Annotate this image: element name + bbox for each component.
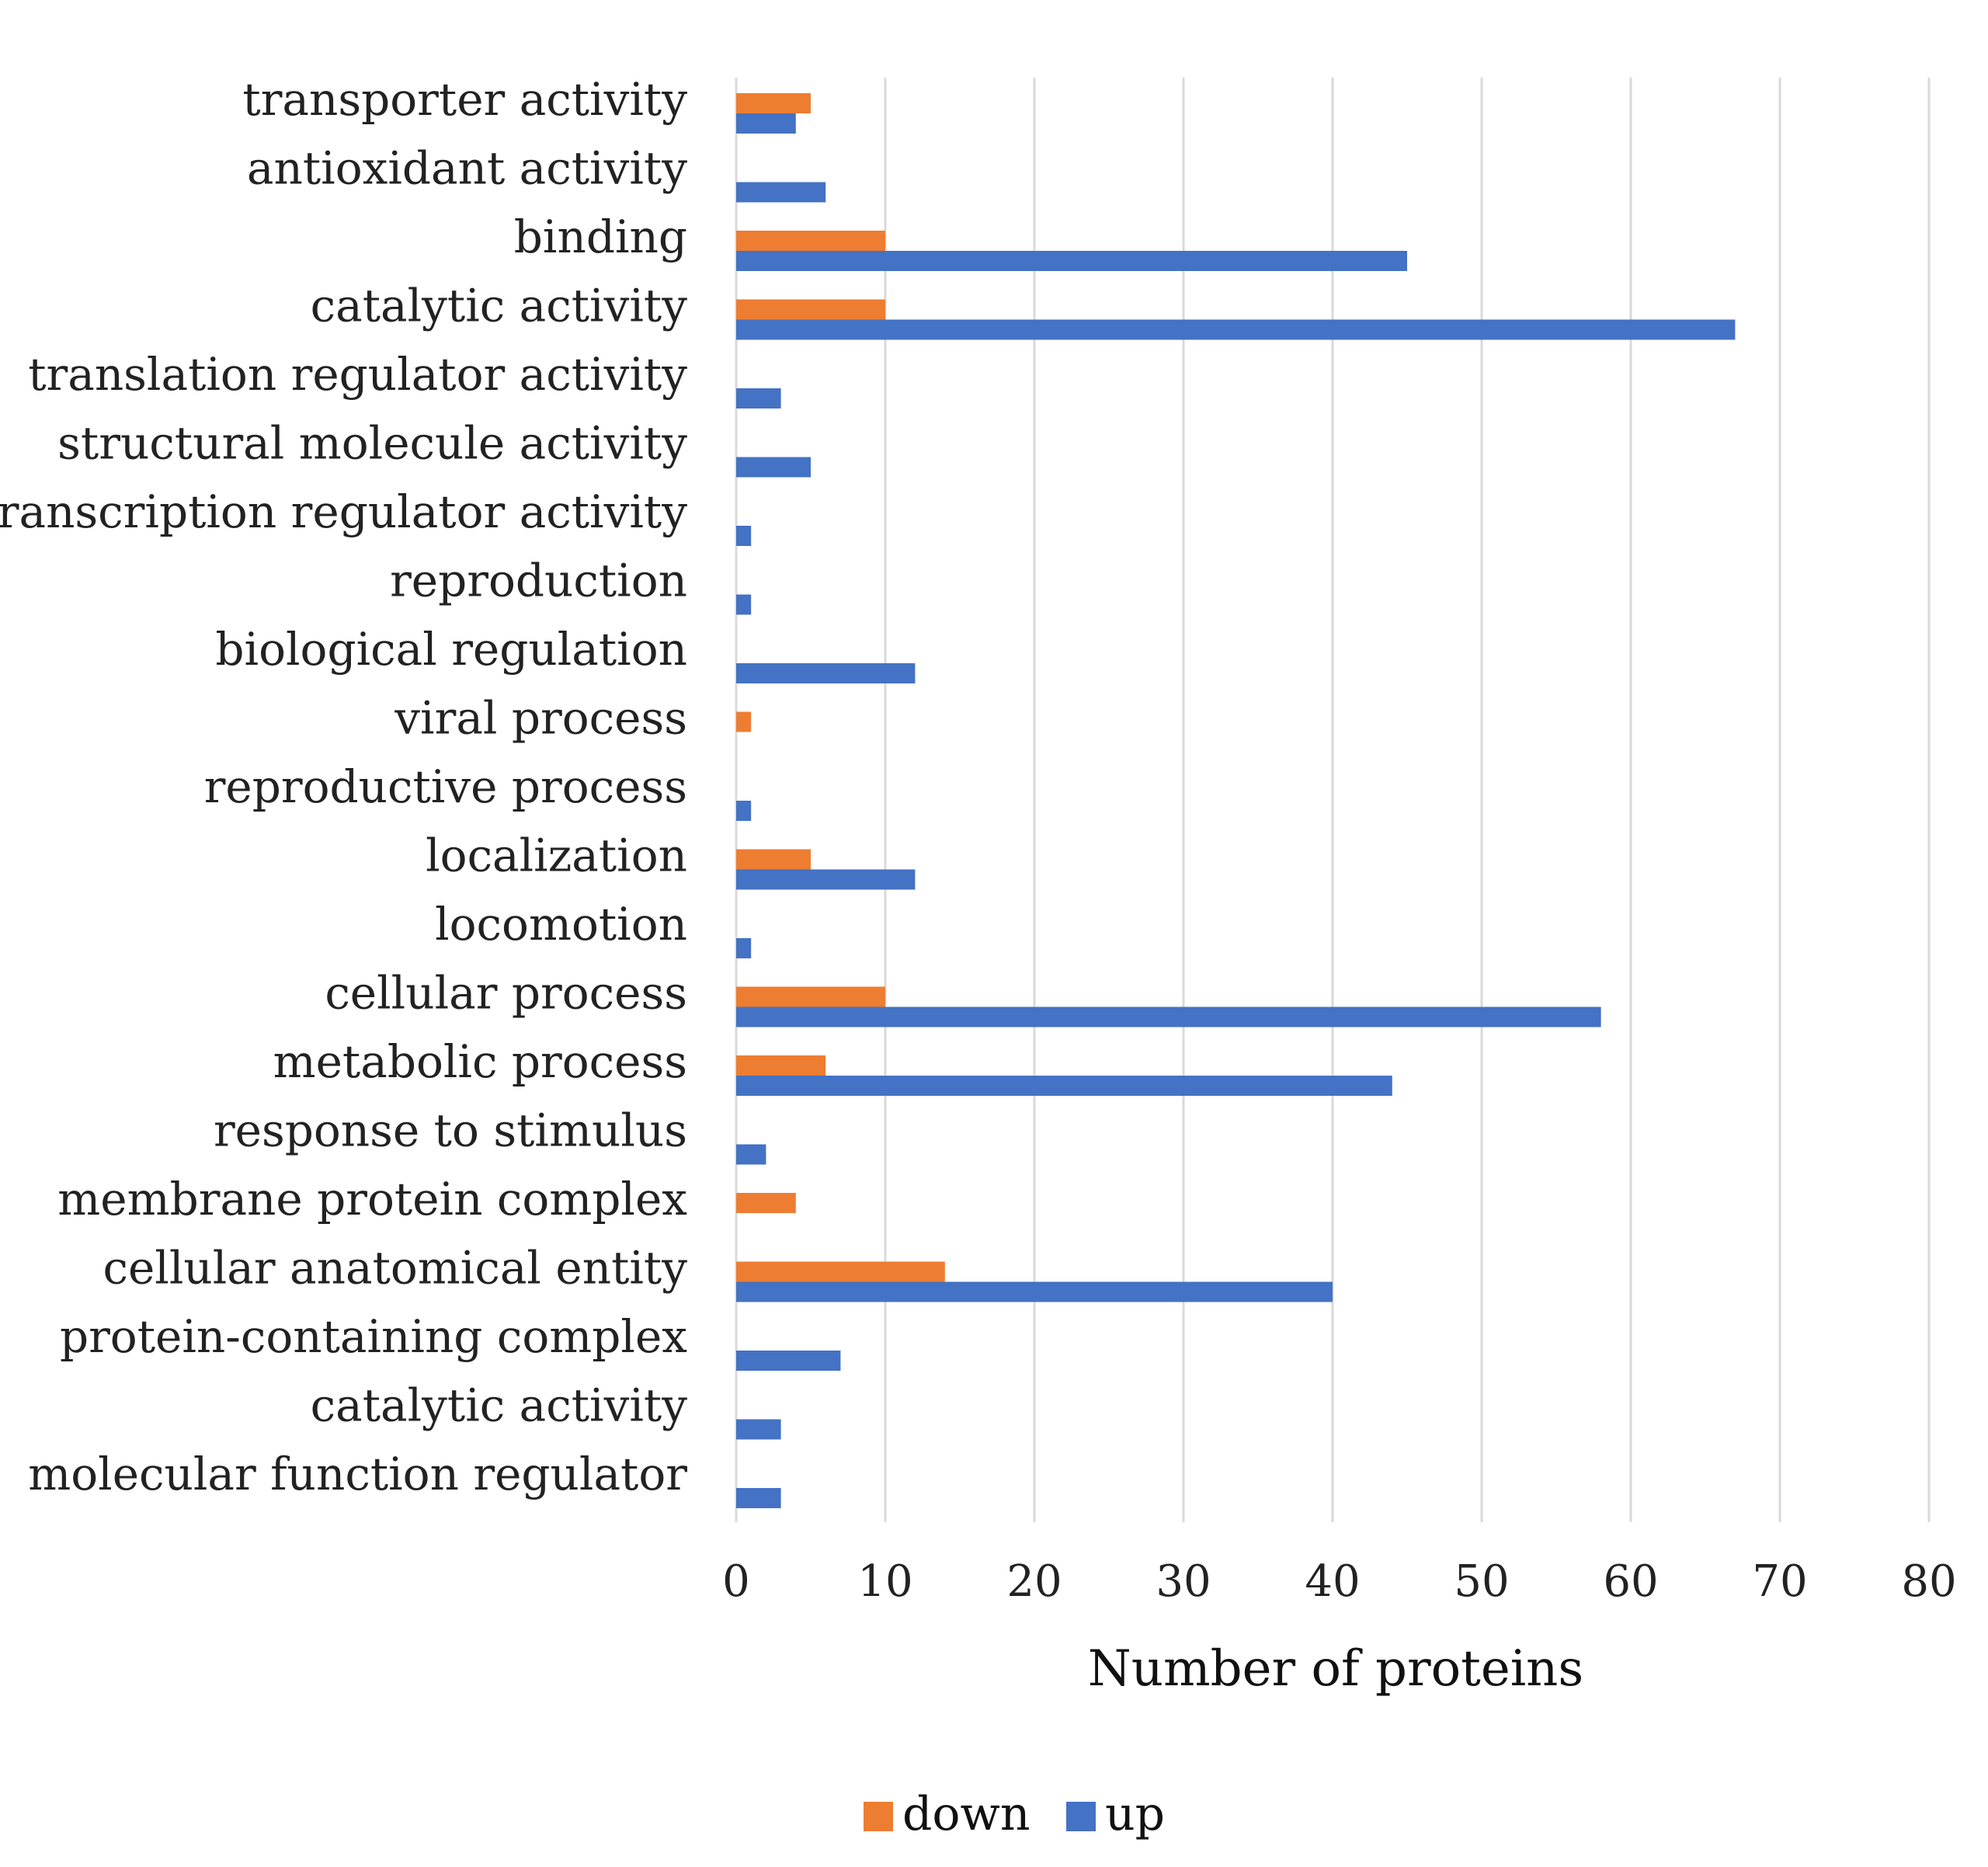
bar-up (736, 388, 781, 409)
bar-down (736, 299, 885, 320)
bar-down (736, 711, 752, 732)
bar-up (736, 801, 752, 821)
bar-up (736, 1281, 1333, 1302)
category-label: biological regulation (215, 623, 687, 676)
legend: down up (864, 1787, 1165, 1841)
x-tick-label: 30 (1156, 1556, 1211, 1607)
x-tick-label: 0 (722, 1556, 750, 1607)
x-tick-label: 10 (857, 1556, 912, 1607)
category-label: catalytic activity (311, 280, 688, 332)
bar-up (736, 113, 796, 134)
bar-up (736, 526, 752, 546)
bars (736, 93, 1736, 1508)
category-label: response to stimulus (214, 1104, 687, 1157)
category-label: antioxidant activity (247, 142, 687, 195)
category-label: protein-containing complex (60, 1310, 687, 1363)
bar-down (736, 1261, 945, 1282)
bar-up (736, 1351, 841, 1371)
bar-up (736, 1144, 766, 1165)
category-label: reproduction (390, 555, 687, 607)
bar-up (736, 457, 811, 478)
x-tick-label: 50 (1454, 1556, 1509, 1607)
category-label: translation regulator activity (28, 348, 687, 401)
bar-up (736, 869, 916, 890)
category-label: transporter activity (242, 73, 687, 126)
bar-down (736, 1055, 826, 1076)
bar-down (736, 1193, 796, 1213)
bar-up (736, 1007, 1601, 1027)
category-label: reproductive process (204, 760, 687, 813)
legend-swatch-down (864, 1802, 893, 1831)
bar-down (736, 986, 885, 1007)
category-label: molecular function regulator (28, 1448, 687, 1500)
legend-label-up: up (1105, 1787, 1165, 1841)
bar-down (736, 231, 885, 251)
legend-swatch-up (1066, 1802, 1096, 1831)
category-label: catalytic activity (311, 1379, 688, 1432)
category-label: locomotion (435, 898, 687, 951)
category-label: cellular anatomical entity (103, 1242, 688, 1295)
category-label: transcription regulator activity (0, 485, 687, 538)
category-labels: transporter activity antioxidant activity… (0, 73, 687, 1500)
x-tick-label: 40 (1305, 1556, 1360, 1607)
bar-up (736, 251, 1407, 271)
legend-label-down: down (902, 1787, 1030, 1841)
bar-down (736, 849, 811, 870)
bar-up (736, 1419, 781, 1440)
bar-down (736, 93, 811, 113)
category-label: metabolic process (273, 1035, 687, 1088)
category-label: cellular process (325, 967, 687, 1020)
category-label: structural molecule activity (57, 417, 687, 470)
bar-up (736, 1488, 781, 1508)
bar-up (736, 182, 826, 203)
bar-up (736, 594, 752, 615)
category-label: membrane protein complex (57, 1173, 687, 1226)
bar-up (736, 938, 752, 958)
x-axis-ticks: 0 10 20 30 40 50 60 70 80 (722, 1556, 1956, 1607)
category-label: viral process (394, 692, 687, 745)
x-tick-label: 80 (1901, 1556, 1956, 1607)
bar-up (736, 319, 1736, 340)
category-label: localization (426, 829, 687, 882)
x-tick-label: 20 (1006, 1556, 1062, 1607)
x-axis-title: Number of proteins (1088, 1640, 1583, 1698)
category-label: binding (514, 210, 687, 263)
gridlines (735, 78, 1931, 1522)
bar-up (736, 1076, 1392, 1096)
bar-up (736, 663, 916, 683)
x-tick-label: 70 (1752, 1556, 1807, 1607)
x-tick-label: 60 (1603, 1556, 1658, 1607)
